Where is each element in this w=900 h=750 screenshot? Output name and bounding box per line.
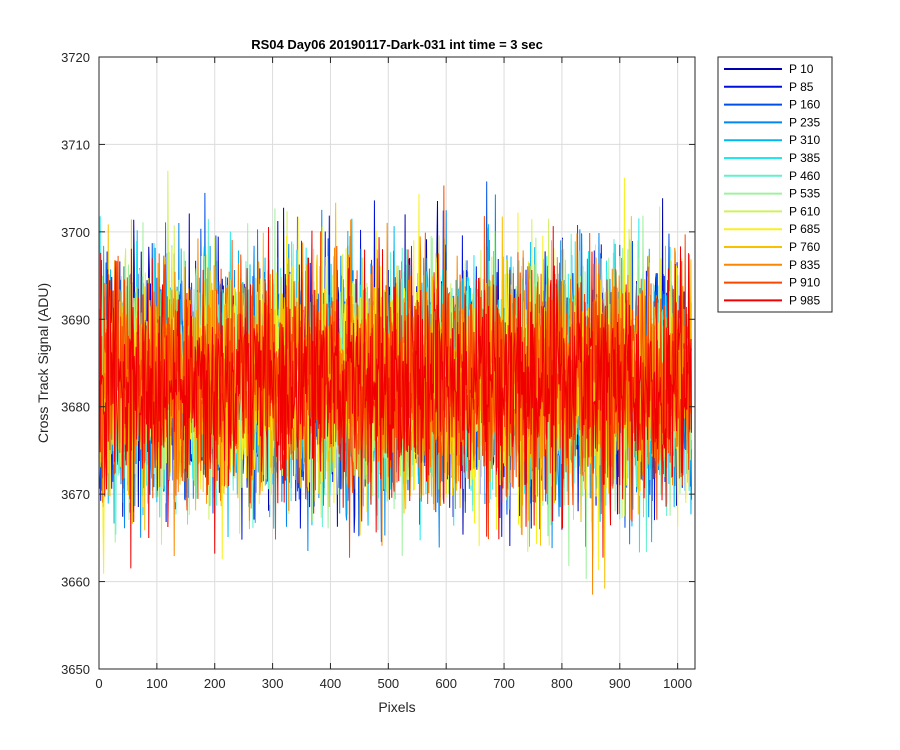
legend-label: P 610: [789, 204, 820, 218]
legend-label: P 385: [789, 151, 820, 165]
plot-frame: [98, 56, 696, 670]
y-tick-label: 3680: [61, 400, 90, 415]
legend: P 10 P 85 P 160 P 235 P 310 P 385 P 460 P 535 P …: [717, 56, 833, 313]
x-axis-label: Pixels: [378, 699, 415, 715]
y-tick-label: 3720: [61, 50, 90, 65]
series-lines: [99, 170, 693, 595]
legend-label: P 685: [789, 222, 820, 236]
x-tick-label: 0: [95, 676, 102, 691]
legend-label: P 460: [789, 169, 820, 183]
legend-label: P 85: [789, 80, 814, 94]
y-tick-label: 3700: [61, 225, 90, 240]
legend-label: P 235: [789, 115, 820, 129]
legend-label: P 535: [789, 187, 820, 201]
legend-label: P 760: [789, 240, 820, 254]
legend-label: P 910: [789, 276, 820, 290]
x-tick-label: 300: [262, 676, 284, 691]
x-tick-label: 200: [204, 676, 226, 691]
series-line-p985: [99, 226, 693, 569]
x-tick-label: 100: [146, 676, 168, 691]
y-tick-label: 3690: [61, 312, 90, 327]
series-line-p910: [99, 185, 693, 558]
x-tick-label: 1000: [663, 676, 692, 691]
chart-title: RS04 Day06 20190117-Dark-031 int time = …: [251, 37, 543, 52]
legend-label: P 10: [789, 62, 814, 76]
x-tick-label: 600: [435, 676, 457, 691]
x-tick-label: 800: [551, 676, 573, 691]
legend-label: P 835: [789, 258, 820, 272]
legend-label: P 985: [789, 293, 820, 307]
y-tick-label: 3650: [61, 662, 90, 677]
legend-box: [717, 56, 833, 313]
y-tick-label: 3670: [61, 487, 90, 502]
y-tick-label: 3710: [61, 137, 90, 152]
x-tick-label: 500: [377, 676, 399, 691]
x-tick-label: 900: [609, 676, 631, 691]
legend-label: P 310: [789, 133, 820, 147]
x-tick-label: 400: [320, 676, 342, 691]
axis-ticks: 0 100 200 300 400 500 600 700 800 900 1000 3650 3660…: [61, 50, 695, 691]
y-tick-label: 3660: [61, 575, 90, 590]
x-tick-label: 700: [493, 676, 515, 691]
y-axis-label: Cross Track Signal (ADU): [35, 283, 51, 443]
legend-label: P 160: [789, 98, 820, 112]
